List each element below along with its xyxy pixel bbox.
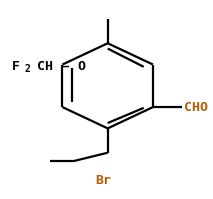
Text: 2: 2 <box>24 64 30 74</box>
Text: CHO: CHO <box>184 101 208 114</box>
Text: Br: Br <box>95 174 111 187</box>
Text: CH: CH <box>37 60 53 73</box>
Text: O: O <box>78 60 86 73</box>
Text: —: — <box>61 60 69 73</box>
Text: F: F <box>12 60 20 73</box>
